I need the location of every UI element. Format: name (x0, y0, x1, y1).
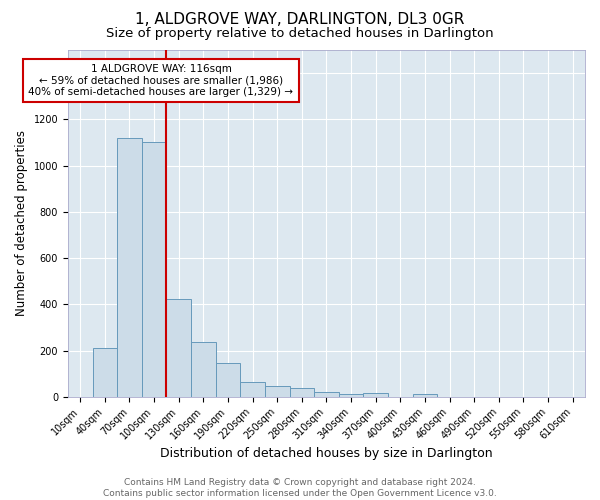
Bar (191, 342, 215, 397)
Bar (265, 386, 290, 397)
Bar (240, 382, 265, 397)
X-axis label: Distribution of detached houses by size in Darlington: Distribution of detached houses by size … (160, 447, 493, 460)
Bar (290, 388, 314, 397)
Bar (413, 394, 437, 397)
Bar (92, 348, 117, 397)
Bar (364, 394, 388, 397)
Bar (117, 138, 142, 397)
Bar (142, 142, 166, 397)
Bar (314, 392, 339, 397)
Text: Contains HM Land Registry data © Crown copyright and database right 2024.
Contai: Contains HM Land Registry data © Crown c… (103, 478, 497, 498)
Text: 1, ALDGROVE WAY, DARLINGTON, DL3 0GR: 1, ALDGROVE WAY, DARLINGTON, DL3 0GR (136, 12, 464, 28)
Bar (166, 298, 191, 397)
Bar (215, 362, 240, 397)
Y-axis label: Number of detached properties: Number of detached properties (15, 130, 28, 316)
Text: Size of property relative to detached houses in Darlington: Size of property relative to detached ho… (106, 28, 494, 40)
Bar (339, 394, 364, 397)
Text: 1 ALDGROVE WAY: 116sqm
← 59% of detached houses are smaller (1,986)
40% of semi-: 1 ALDGROVE WAY: 116sqm ← 59% of detached… (28, 64, 293, 97)
